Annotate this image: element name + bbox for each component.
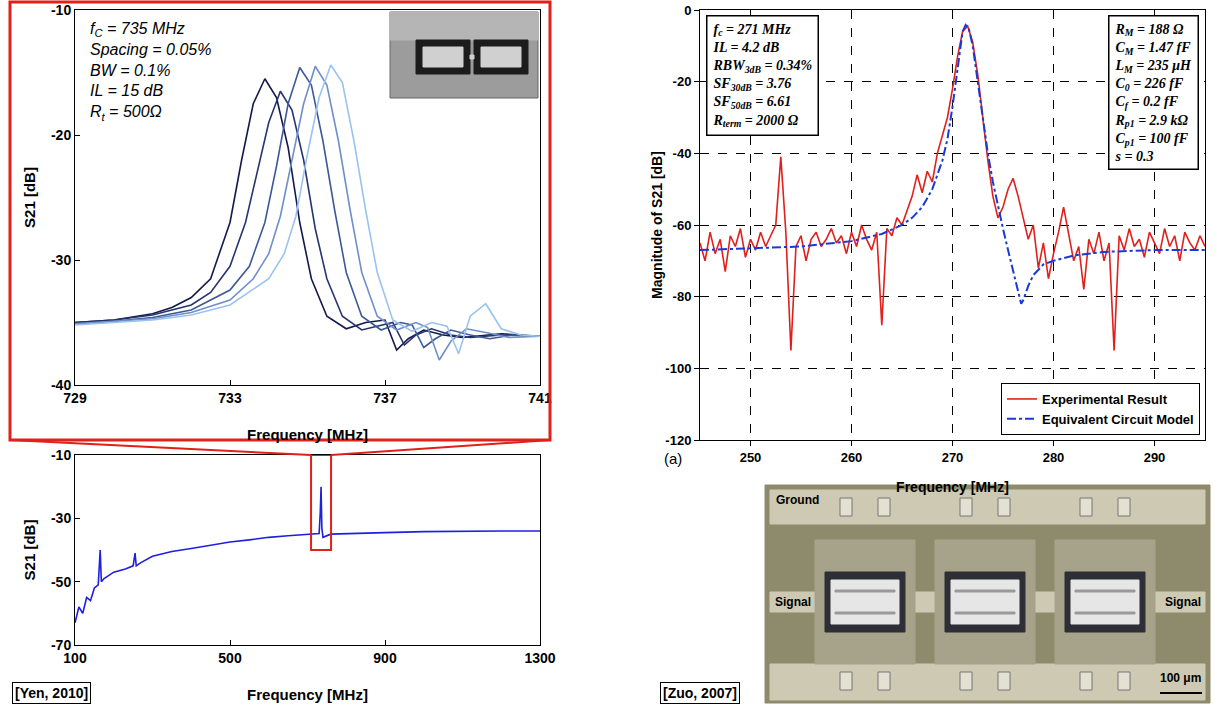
svg-text:-60: -60 xyxy=(673,218,692,233)
svg-text:-100: -100 xyxy=(665,361,691,376)
svg-text:-40: -40 xyxy=(673,146,692,161)
svg-text:729: 729 xyxy=(63,390,87,406)
svg-text:Frequency [MHz]: Frequency [MHz] xyxy=(896,479,1009,495)
svg-text:900: 900 xyxy=(373,650,397,666)
svg-text:270: 270 xyxy=(942,450,964,465)
svg-text:0: 0 xyxy=(684,3,691,18)
svg-text:-10: -10 xyxy=(51,2,71,18)
svg-text:S21 [dB]: S21 [dB] xyxy=(21,167,38,228)
svg-text:f​C​ = 735 MHzSpacing = 0.05%B: f​C​ = 735 MHzSpacing = 0.05%BW = 0.1%IL… xyxy=(90,20,211,123)
svg-text:S21 [dB]: S21 [dB] xyxy=(21,520,38,581)
svg-text:250: 250 xyxy=(740,450,762,465)
svg-text:-50: -50 xyxy=(51,574,71,590)
svg-text:-70: -70 xyxy=(51,637,71,653)
svg-text:-40: -40 xyxy=(51,377,71,393)
svg-text:737: 737 xyxy=(373,390,397,406)
svg-text:733: 733 xyxy=(218,390,242,406)
svg-text:Ground: Ground xyxy=(776,493,819,507)
svg-text:f​c​ = 271 MHzIL = 4.2 dBRBW​3: f​c​ = 271 MHzIL = 4.2 dBRBW​3dB​ = 0.34… xyxy=(713,22,813,130)
svg-text:Magnitude of S21 [dB]: Magnitude of S21 [dB] xyxy=(649,151,665,299)
svg-text:(a): (a) xyxy=(664,450,682,467)
svg-text:500: 500 xyxy=(218,650,242,666)
svg-text:280: 280 xyxy=(1043,450,1065,465)
svg-text:100: 100 xyxy=(63,650,87,666)
svg-text:Frequency [MHz]: Frequency [MHz] xyxy=(247,686,368,703)
svg-text:Equivalent Circuit Model: Equivalent Circuit Model xyxy=(1042,412,1194,427)
svg-text:-20: -20 xyxy=(51,127,71,143)
svg-text:[Yen, 2010]: [Yen, 2010] xyxy=(15,685,88,701)
svg-text:-80: -80 xyxy=(673,289,692,304)
svg-text:Signal: Signal xyxy=(1165,595,1201,609)
svg-text:-120: -120 xyxy=(665,433,691,448)
svg-text:-20: -20 xyxy=(673,74,692,89)
svg-text:Frequency [MHz]: Frequency [MHz] xyxy=(247,426,368,443)
svg-text:741: 741 xyxy=(528,390,552,406)
svg-text:-10: -10 xyxy=(51,447,71,463)
svg-text:Signal: Signal xyxy=(775,595,811,609)
svg-text:260: 260 xyxy=(841,450,863,465)
svg-text:[Zuo, 2007]: [Zuo, 2007] xyxy=(663,685,737,701)
svg-text:R​M​ = 188 ΩC​M​ = 1.47 fFL​M​: R​M​ = 188 ΩC​M​ = 1.47 fFL​M​ = 235 μHC… xyxy=(1115,22,1193,164)
svg-text:-30: -30 xyxy=(51,510,71,526)
svg-text:100 μm: 100 μm xyxy=(1160,671,1201,685)
svg-text:290: 290 xyxy=(1144,450,1166,465)
svg-text:Experimental Result: Experimental Result xyxy=(1042,392,1168,407)
svg-text:-30: -30 xyxy=(51,252,71,268)
svg-text:1300: 1300 xyxy=(524,650,555,666)
